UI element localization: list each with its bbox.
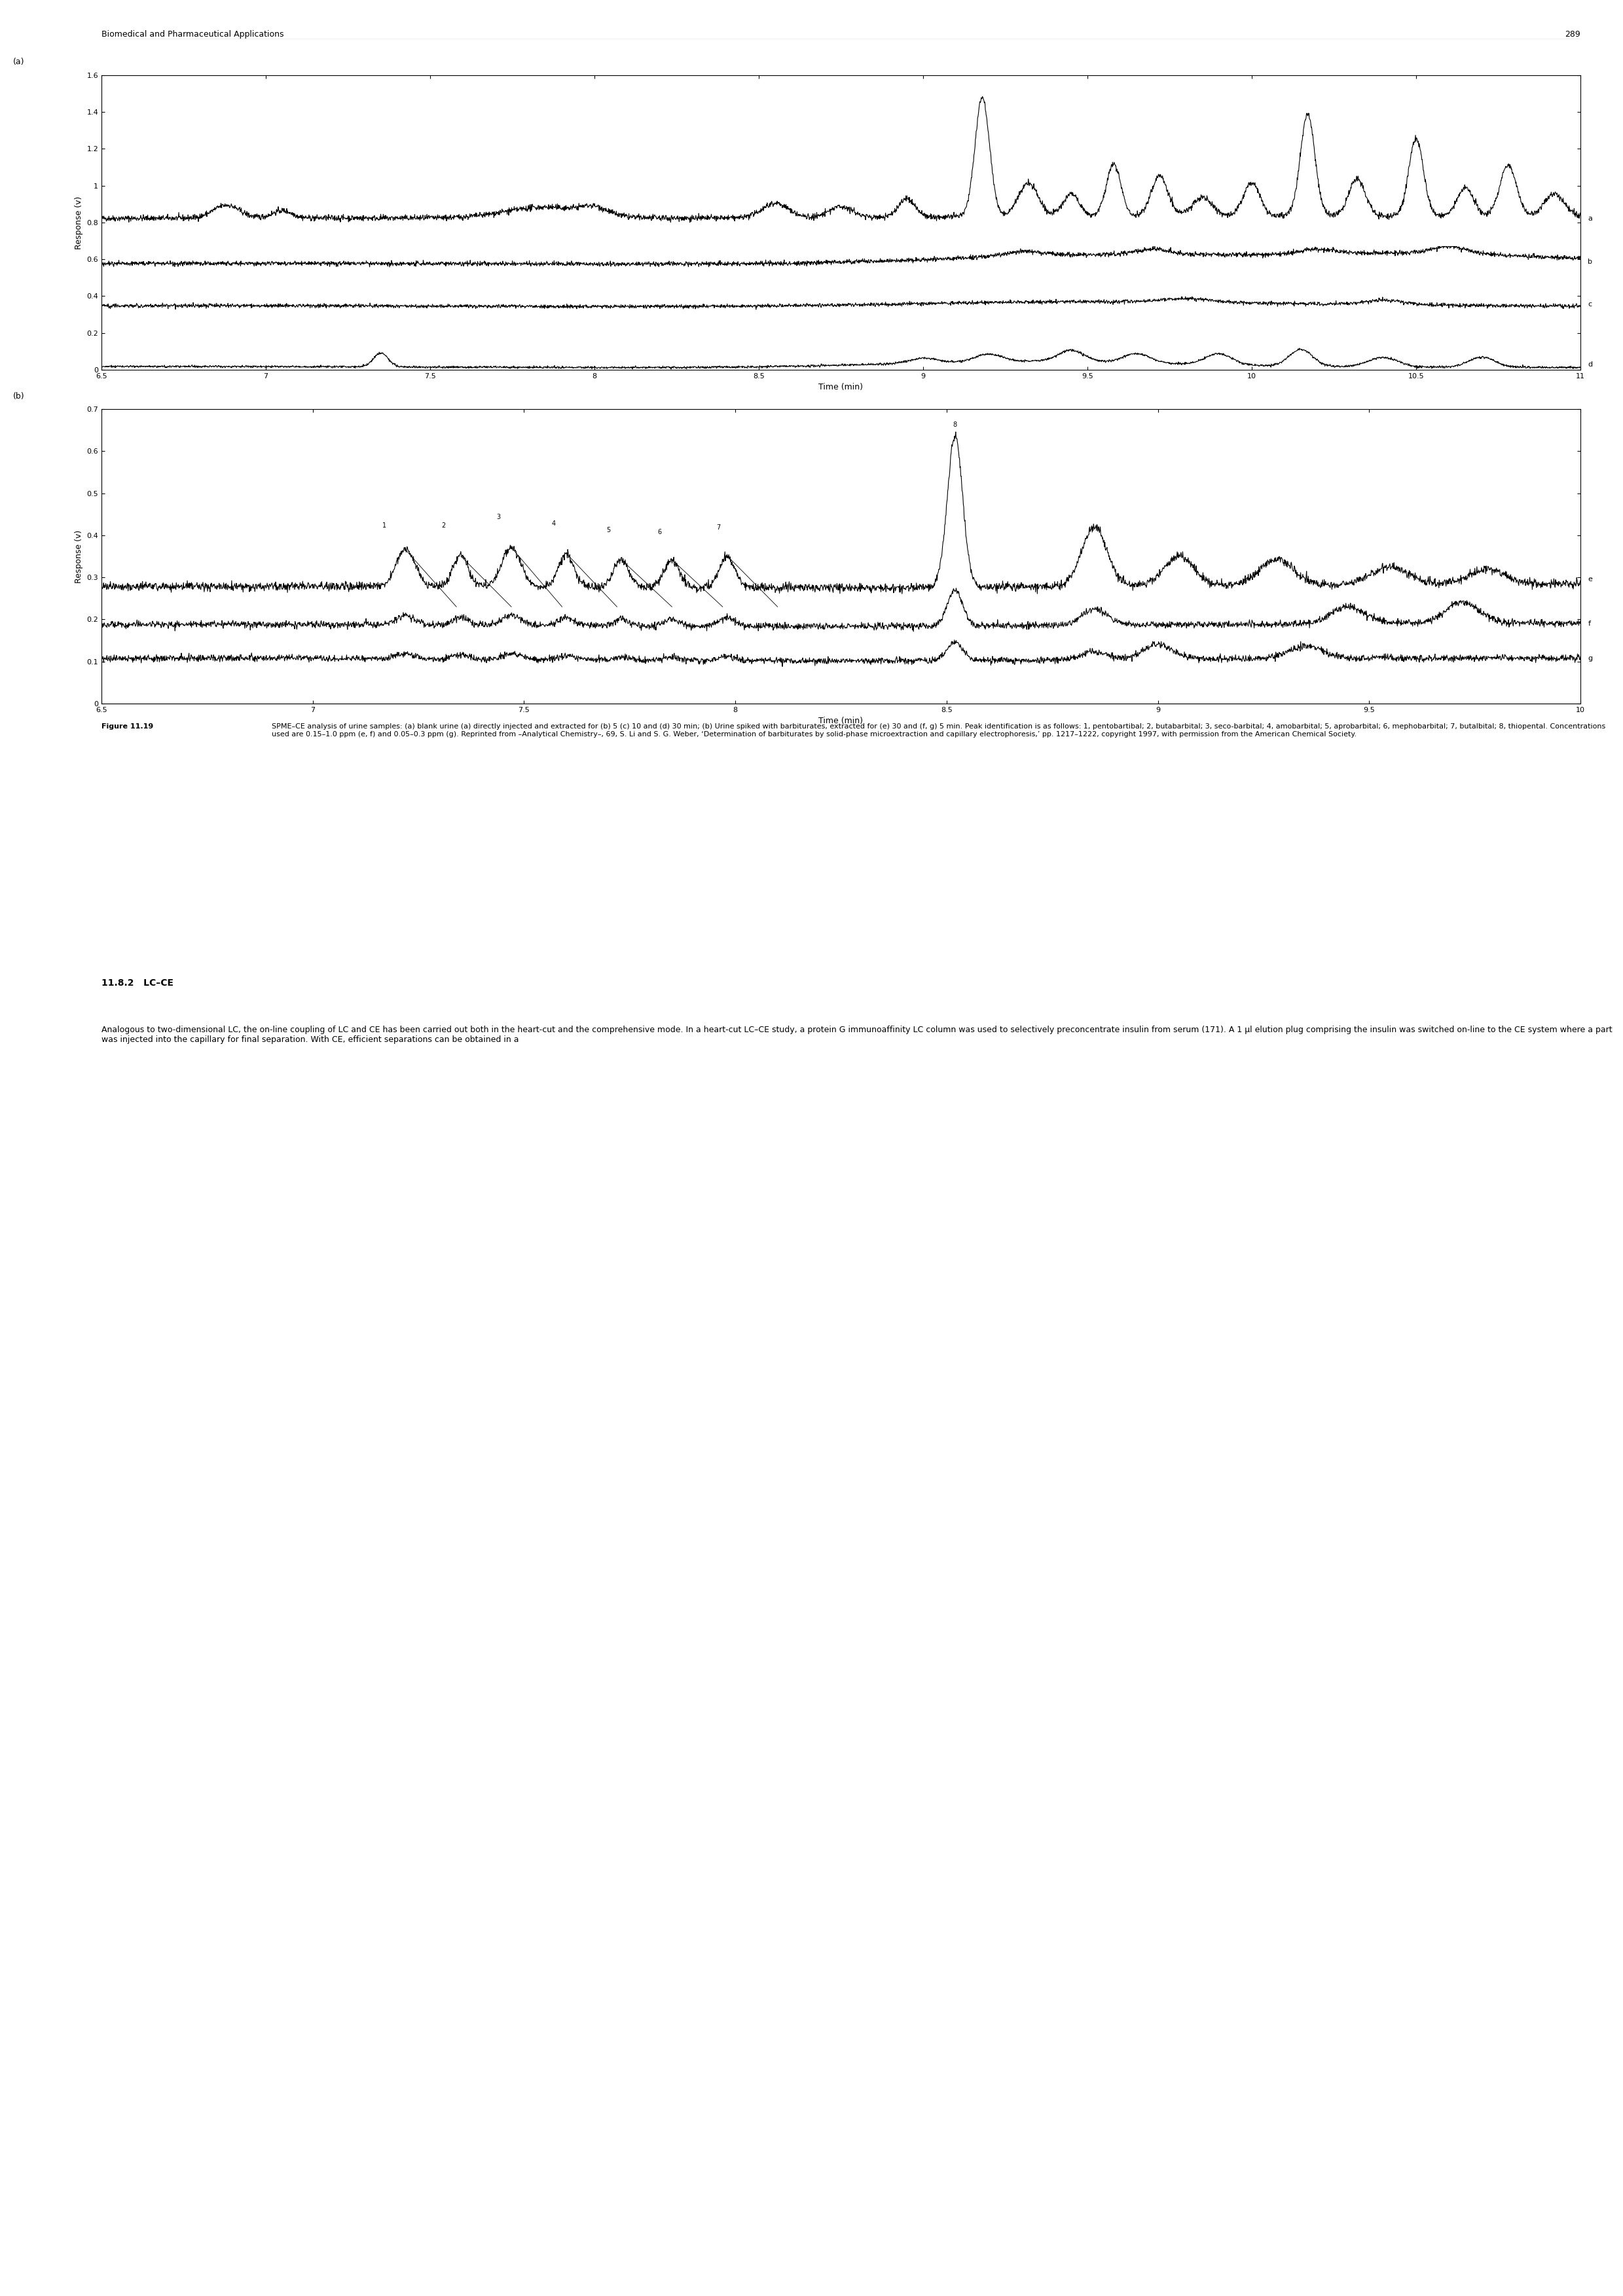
Text: d: d	[1587, 360, 1592, 367]
Text: 3: 3	[497, 514, 500, 521]
Text: (b): (b)	[13, 393, 24, 400]
Text: 289: 289	[1565, 30, 1581, 39]
Text: 6: 6	[657, 528, 661, 535]
Text: c: c	[1587, 301, 1592, 308]
Text: 1: 1	[383, 523, 386, 528]
Text: Analogous to two-dimensional LC, the on-line coupling of LC and CE has been carr: Analogous to two-dimensional LC, the on-…	[102, 1026, 1612, 1045]
Text: 11.8.2   LC–CE: 11.8.2 LC–CE	[102, 978, 174, 987]
Text: Figure 11.19: Figure 11.19	[102, 723, 153, 730]
X-axis label: Time (min): Time (min)	[818, 383, 863, 393]
Text: 7: 7	[716, 523, 721, 530]
Y-axis label: Response (v): Response (v)	[75, 195, 83, 250]
X-axis label: Time (min): Time (min)	[818, 716, 863, 726]
Text: 5: 5	[607, 526, 610, 533]
Text: b: b	[1587, 259, 1592, 266]
Text: (a): (a)	[13, 57, 24, 67]
Text: 2: 2	[441, 523, 446, 528]
Text: Biomedical and Pharmaceutical Applications: Biomedical and Pharmaceutical Applicatio…	[102, 30, 284, 39]
Text: f: f	[1587, 620, 1591, 627]
Text: 8: 8	[953, 422, 958, 427]
Y-axis label: Response (v): Response (v)	[75, 530, 83, 583]
Text: a: a	[1587, 216, 1592, 223]
Text: SPME–CE analysis of urine samples: (a) blank urine (a) directly injected and ext: SPME–CE analysis of urine samples: (a) b…	[271, 723, 1605, 737]
Text: 4: 4	[552, 521, 555, 526]
Text: g: g	[1587, 654, 1592, 661]
Text: e: e	[1587, 576, 1592, 583]
